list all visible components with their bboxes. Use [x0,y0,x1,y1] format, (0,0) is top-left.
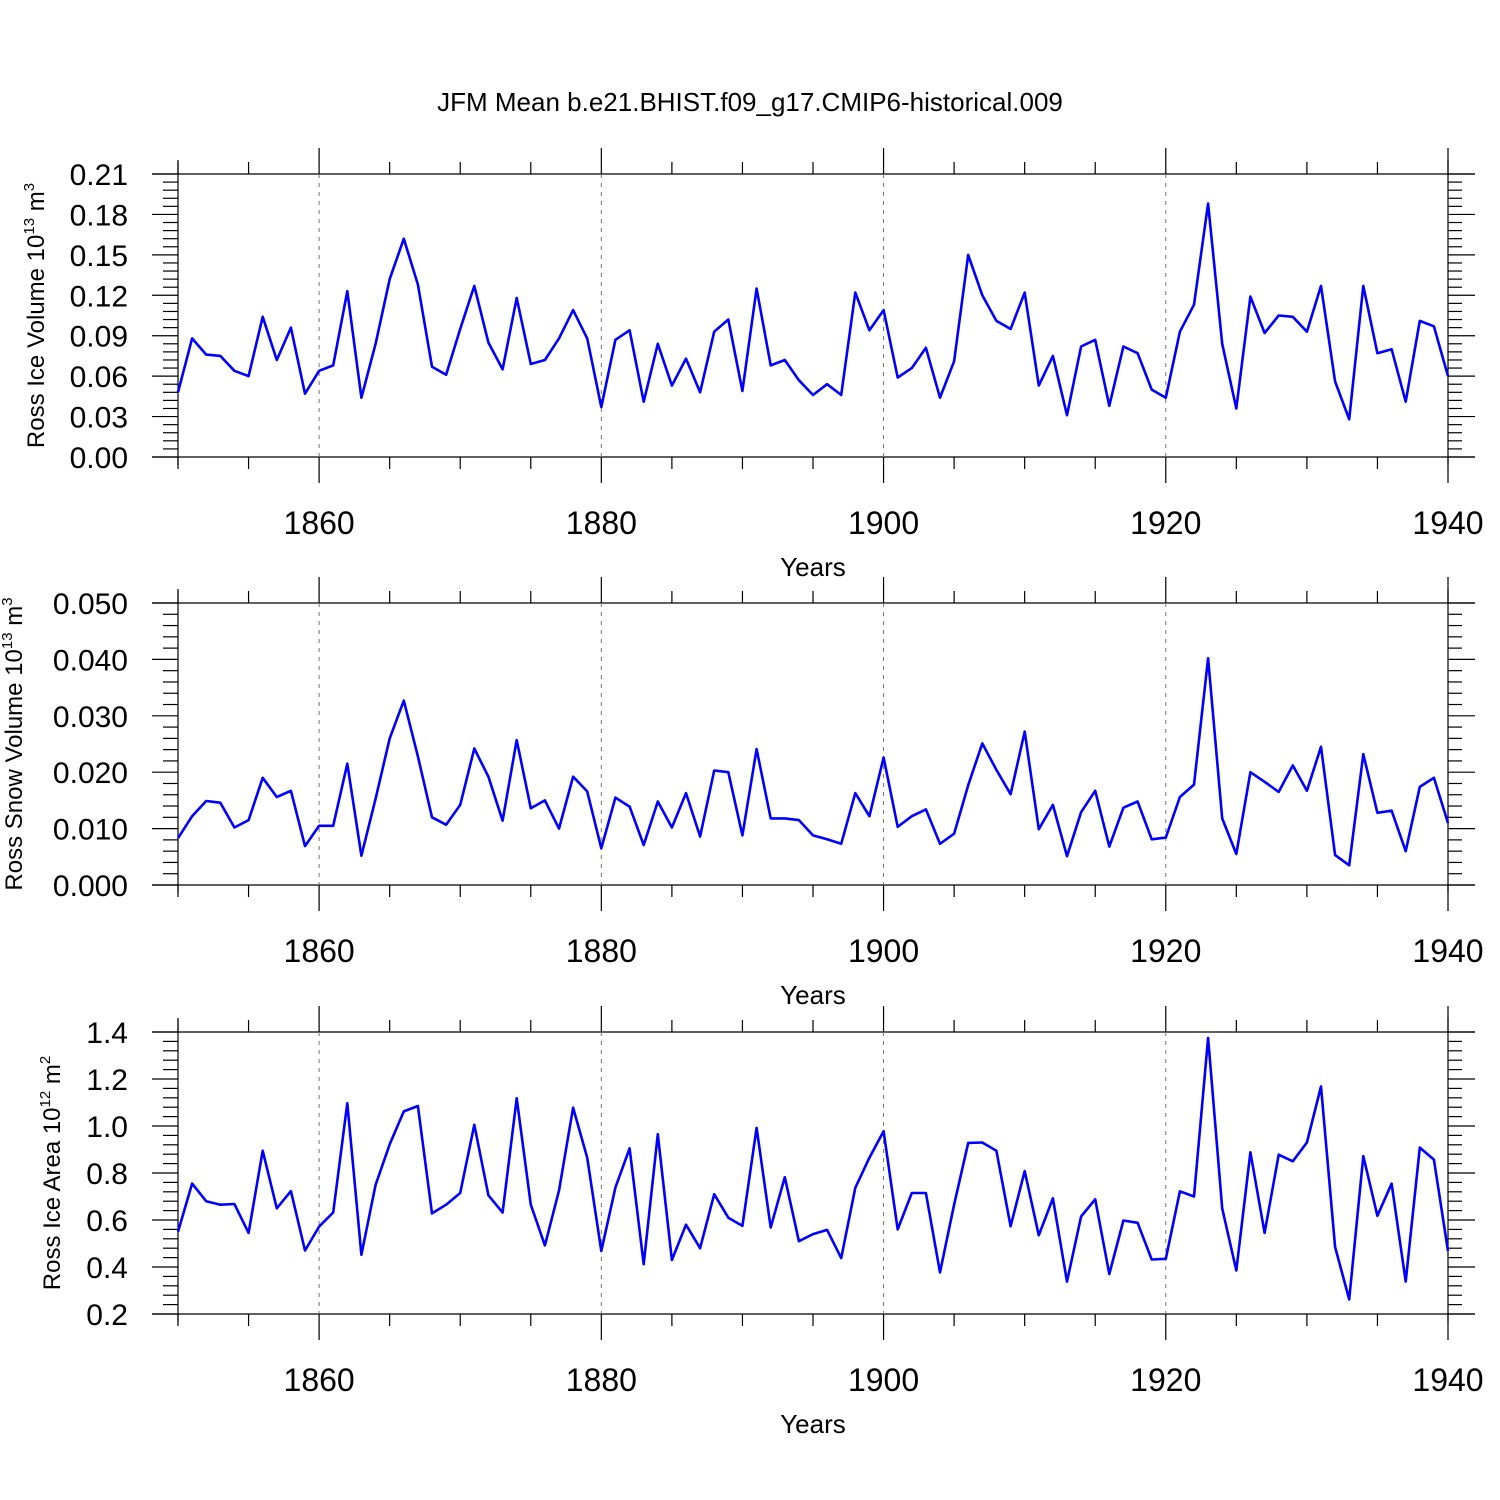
ytick-label: 0.000 [53,870,128,903]
ytick-label: 0.18 [70,199,128,232]
ytick-label: 0.12 [70,280,128,313]
series-line [176,1036,1450,1301]
y-axis-label: Ross Ice Area 1012 m2 [37,1056,66,1290]
ytick-label: 1.4 [86,1017,128,1050]
chart-title: JFM Mean b.e21.BHIST.f09_g17.CMIP6-histo… [437,87,1063,117]
ytick-label: 0.2 [86,1299,128,1332]
panel-snow-volume: 0.000 0.010 0.020 0.030 0.040 0.050 1860 1880 19… [0,577,1484,1010]
xtick-label-1940: 1940 [1412,1362,1483,1398]
x-axis-label: Years [780,980,846,1010]
ytick-label: 0.15 [70,240,128,273]
xtick-label-1900: 1900 [848,505,919,541]
ytick-label: 1.2 [86,1064,128,1097]
xtick-label-1880: 1880 [566,1362,637,1398]
y-axis-label: Ross Snow Volume 1013 m3 [0,597,28,890]
ytick-label: 0.4 [86,1252,128,1285]
xtick-label-1880: 1880 [566,933,637,969]
series-line [176,202,1450,421]
ytick-label: 0.6 [86,1205,128,1238]
xtick-label-1860: 1860 [284,933,355,969]
y-axis-label: Ross Ice Volume 1013 m3 [21,183,50,448]
xtick-label-1860: 1860 [284,1362,355,1398]
ytick-label: 0.09 [70,321,128,354]
xtick-label-1900: 1900 [848,933,919,969]
xtick-label-1940: 1940 [1412,933,1483,969]
xtick-label-1940: 1940 [1412,505,1483,541]
ytick-label: 0.020 [53,757,128,790]
ytick-label: 0.010 [53,814,128,847]
ytick-label: 0.040 [53,644,128,677]
xtick-label-1920: 1920 [1130,933,1201,969]
ytick-label: 0.06 [70,361,128,394]
series-line [176,656,1450,867]
ytick-label: 0.8 [86,1158,128,1191]
ytick-label: 0.050 [53,588,128,621]
ytick-label: 0.00 [70,442,128,475]
x-axis-label: Years [780,552,846,582]
ytick-label: 0.030 [53,701,128,734]
x-axis-label: Years [780,1409,846,1439]
panel-ice-area: 0.2 0.4 0.6 0.8 1.0 1.2 1.4 1860 1880 1900 1920 194… [37,1006,1484,1439]
xtick-label-1920: 1920 [1130,505,1201,541]
ytick-label: 0.03 [70,402,128,435]
xtick-label-1880: 1880 [566,505,637,541]
panel-ice-volume: 0.00 0.03 0.06 0.09 0.12 0.15 0.18 0.21 1860 1880… [21,148,1484,582]
ytick-label: 0.21 [70,159,128,192]
xtick-label-1860: 1860 [284,505,355,541]
xtick-label-1920: 1920 [1130,1362,1201,1398]
ytick-label: 1.0 [86,1111,128,1144]
xtick-label-1900: 1900 [848,1362,919,1398]
